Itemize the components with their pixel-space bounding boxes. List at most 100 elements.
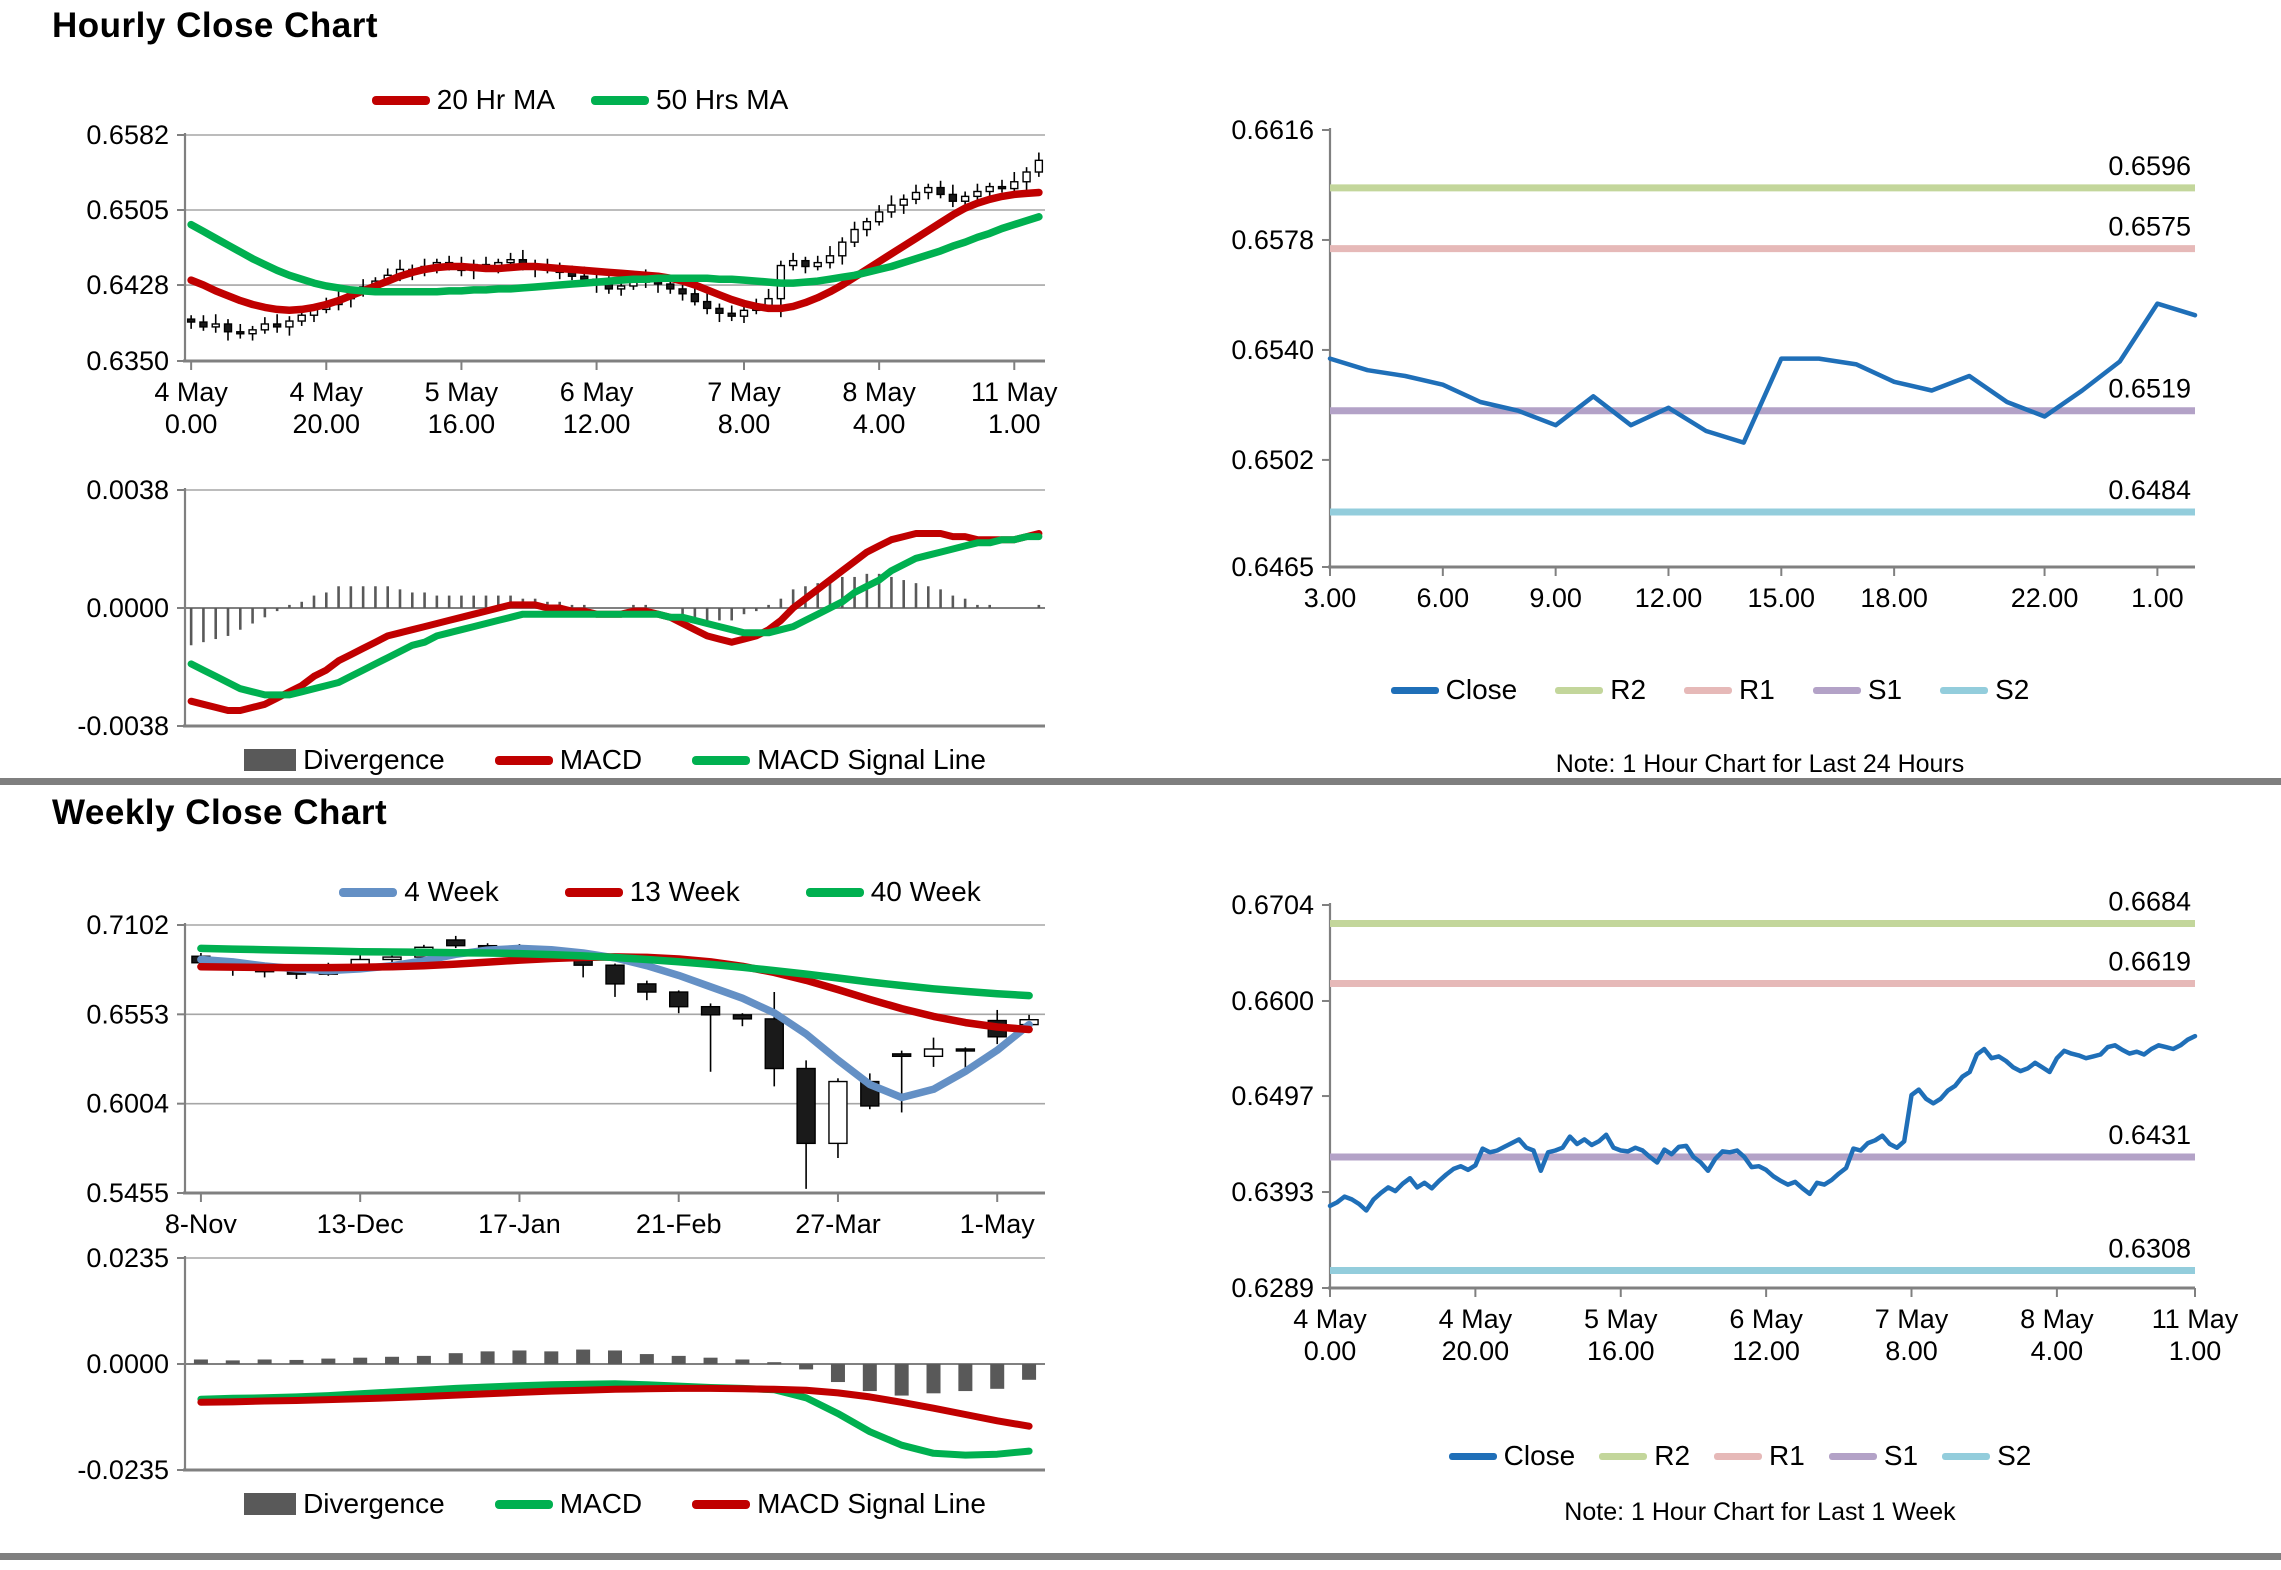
weekly-macd-macd-line xyxy=(197,1380,1033,1459)
legend-swatch-icon xyxy=(494,755,553,765)
svg-text:0.0000: 0.0000 xyxy=(86,1349,169,1379)
legend-item-macd-signal-line: MACD Signal Line xyxy=(692,744,986,776)
weekly-pivot-note: Note: 1 Hour Chart for Last 1 Week xyxy=(1564,1498,1956,1526)
svg-text:5 May: 5 May xyxy=(425,377,499,407)
weekly-price-legend: 4 Week 13 Week 40 Week xyxy=(230,876,1090,908)
weekly-macd-legend: Divergence MACD MACD Signal Line xyxy=(185,1488,1045,1520)
legend-item-close: Close xyxy=(1390,674,1517,706)
svg-text:1.00: 1.00 xyxy=(988,409,1041,439)
weekly-pivot-close-line xyxy=(1327,1033,2198,1213)
weekly-macd-divergence-bars xyxy=(193,1349,1037,1396)
svg-text:0.6502: 0.6502 xyxy=(1231,445,1314,475)
svg-text:0.0235: 0.0235 xyxy=(86,1243,169,1273)
svg-text:8.00: 8.00 xyxy=(1885,1336,1938,1366)
legend-swatch-icon xyxy=(1828,1452,1877,1460)
legend-item-r2: R2 xyxy=(1599,1440,1690,1472)
svg-text:0.6616: 0.6616 xyxy=(1231,115,1314,145)
legend-label: 20 Hr MA xyxy=(436,84,555,115)
legend-label: S1 xyxy=(1883,1440,1919,1471)
svg-text:0.00: 0.00 xyxy=(165,409,218,439)
legend-swatch-icon xyxy=(564,887,623,897)
svg-text:0.6600: 0.6600 xyxy=(1231,986,1314,1016)
svg-text:4 May: 4 May xyxy=(290,377,364,407)
legend-label: R2 xyxy=(1654,1440,1691,1471)
legend-label: Divergence xyxy=(303,744,445,775)
svg-text:-0.0235: -0.0235 xyxy=(77,1455,169,1485)
legend-item-r1: R1 xyxy=(1684,674,1775,706)
legend-swatch-icon xyxy=(244,1493,297,1515)
weekly-price-ma-40-week xyxy=(197,944,1033,1000)
svg-text:5 May: 5 May xyxy=(1584,1304,1658,1334)
svg-text:3.00: 3.00 xyxy=(1304,583,1357,613)
legend-item-13-week: 13 Week xyxy=(564,876,740,908)
legend-item-r2: R2 xyxy=(1555,674,1646,706)
svg-text:0.0000: 0.0000 xyxy=(86,593,169,623)
svg-text:0.6578: 0.6578 xyxy=(1231,225,1314,255)
weekly-macd-chart: 0.0235 0.0000 -0.0235 xyxy=(77,1243,1045,1485)
svg-text:7 May: 7 May xyxy=(707,377,781,407)
hourly-price-ma-20-hr-ma xyxy=(187,188,1043,315)
bottom-divider xyxy=(0,1553,2281,1560)
legend-item-divergence: Divergence xyxy=(244,1488,445,1520)
weekly-pivot-level-label-s2: 0.6308 xyxy=(2108,1233,2191,1263)
legend-swatch-icon xyxy=(1448,1452,1497,1460)
svg-text:0.6540: 0.6540 xyxy=(1231,335,1314,365)
svg-text:0.6553: 0.6553 xyxy=(86,999,169,1029)
legend-label: 40 Week xyxy=(870,876,981,907)
legend-label: R1 xyxy=(1739,674,1775,705)
legend-label: S2 xyxy=(1997,1440,2032,1471)
legend-label: MACD xyxy=(559,744,643,775)
hourly-macd-chart: 0.0038 0.0000 -0.0038 xyxy=(77,475,1045,741)
svg-text:12.00: 12.00 xyxy=(1732,1336,1800,1366)
svg-text:12.00: 12.00 xyxy=(1635,583,1703,613)
weekly-pivot-level-label-r1: 0.6619 xyxy=(2108,946,2191,976)
svg-text:1.00: 1.00 xyxy=(2131,583,2184,613)
svg-text:0.6428: 0.6428 xyxy=(86,270,169,300)
legend-swatch-icon xyxy=(1390,686,1439,694)
svg-text:18.00: 18.00 xyxy=(1860,583,1928,613)
hourly-macd-divergence-bars xyxy=(189,573,1041,646)
legend-item-40-week: 40 Week xyxy=(805,876,981,908)
svg-text:12.00: 12.00 xyxy=(563,409,631,439)
hourly-pivot-legend: Close R2 R1 S1 S2 xyxy=(1330,674,2090,706)
legend-swatch-icon xyxy=(1599,1452,1648,1460)
hourly-section-title: Hourly Close Chart xyxy=(52,6,378,45)
svg-text:0.5455: 0.5455 xyxy=(86,1178,169,1208)
svg-text:0.00: 0.00 xyxy=(1304,1336,1357,1366)
svg-text:7 May: 7 May xyxy=(1875,1304,1949,1334)
legend-swatch-icon xyxy=(1812,686,1861,694)
legend-item-s2: S2 xyxy=(1940,674,2029,706)
legend-swatch-icon xyxy=(1684,686,1733,694)
legend-item-close: Close xyxy=(1448,1440,1576,1472)
legend-swatch-icon xyxy=(494,1499,553,1509)
svg-text:6 May: 6 May xyxy=(1729,1304,1803,1334)
svg-text:16.00: 16.00 xyxy=(1587,1336,1655,1366)
legend-item-divergence: Divergence xyxy=(244,744,445,776)
legend-label: 4 Week xyxy=(404,876,499,907)
svg-text:17-Jan: 17-Jan xyxy=(478,1209,561,1239)
svg-text:0.6350: 0.6350 xyxy=(86,346,169,376)
legend-item-s1: S1 xyxy=(1812,674,1902,706)
svg-text:1-May: 1-May xyxy=(960,1209,1036,1239)
legend-label: Close xyxy=(1503,1440,1576,1471)
legend-label: Divergence xyxy=(303,1488,445,1519)
hourly-pivot-level-label-s1: 0.6519 xyxy=(2108,374,2191,404)
svg-text:0.6289: 0.6289 xyxy=(1231,1273,1314,1303)
svg-text:0.6582: 0.6582 xyxy=(86,120,169,150)
svg-text:11 May: 11 May xyxy=(2152,1304,2239,1334)
legend-item-r1: R1 xyxy=(1714,1440,1805,1472)
legend-label: S2 xyxy=(1995,674,2030,705)
svg-text:1.00: 1.00 xyxy=(2169,1336,2222,1366)
svg-text:0.7102: 0.7102 xyxy=(86,910,169,940)
legend-swatch-icon xyxy=(339,887,398,897)
legend-swatch-icon xyxy=(692,755,751,765)
svg-text:0.0038: 0.0038 xyxy=(86,475,169,505)
svg-text:0.6505: 0.6505 xyxy=(86,195,169,225)
legend-swatch-icon xyxy=(371,95,430,105)
legend-swatch-icon xyxy=(1940,686,1989,694)
svg-text:6.00: 6.00 xyxy=(1417,583,1470,613)
